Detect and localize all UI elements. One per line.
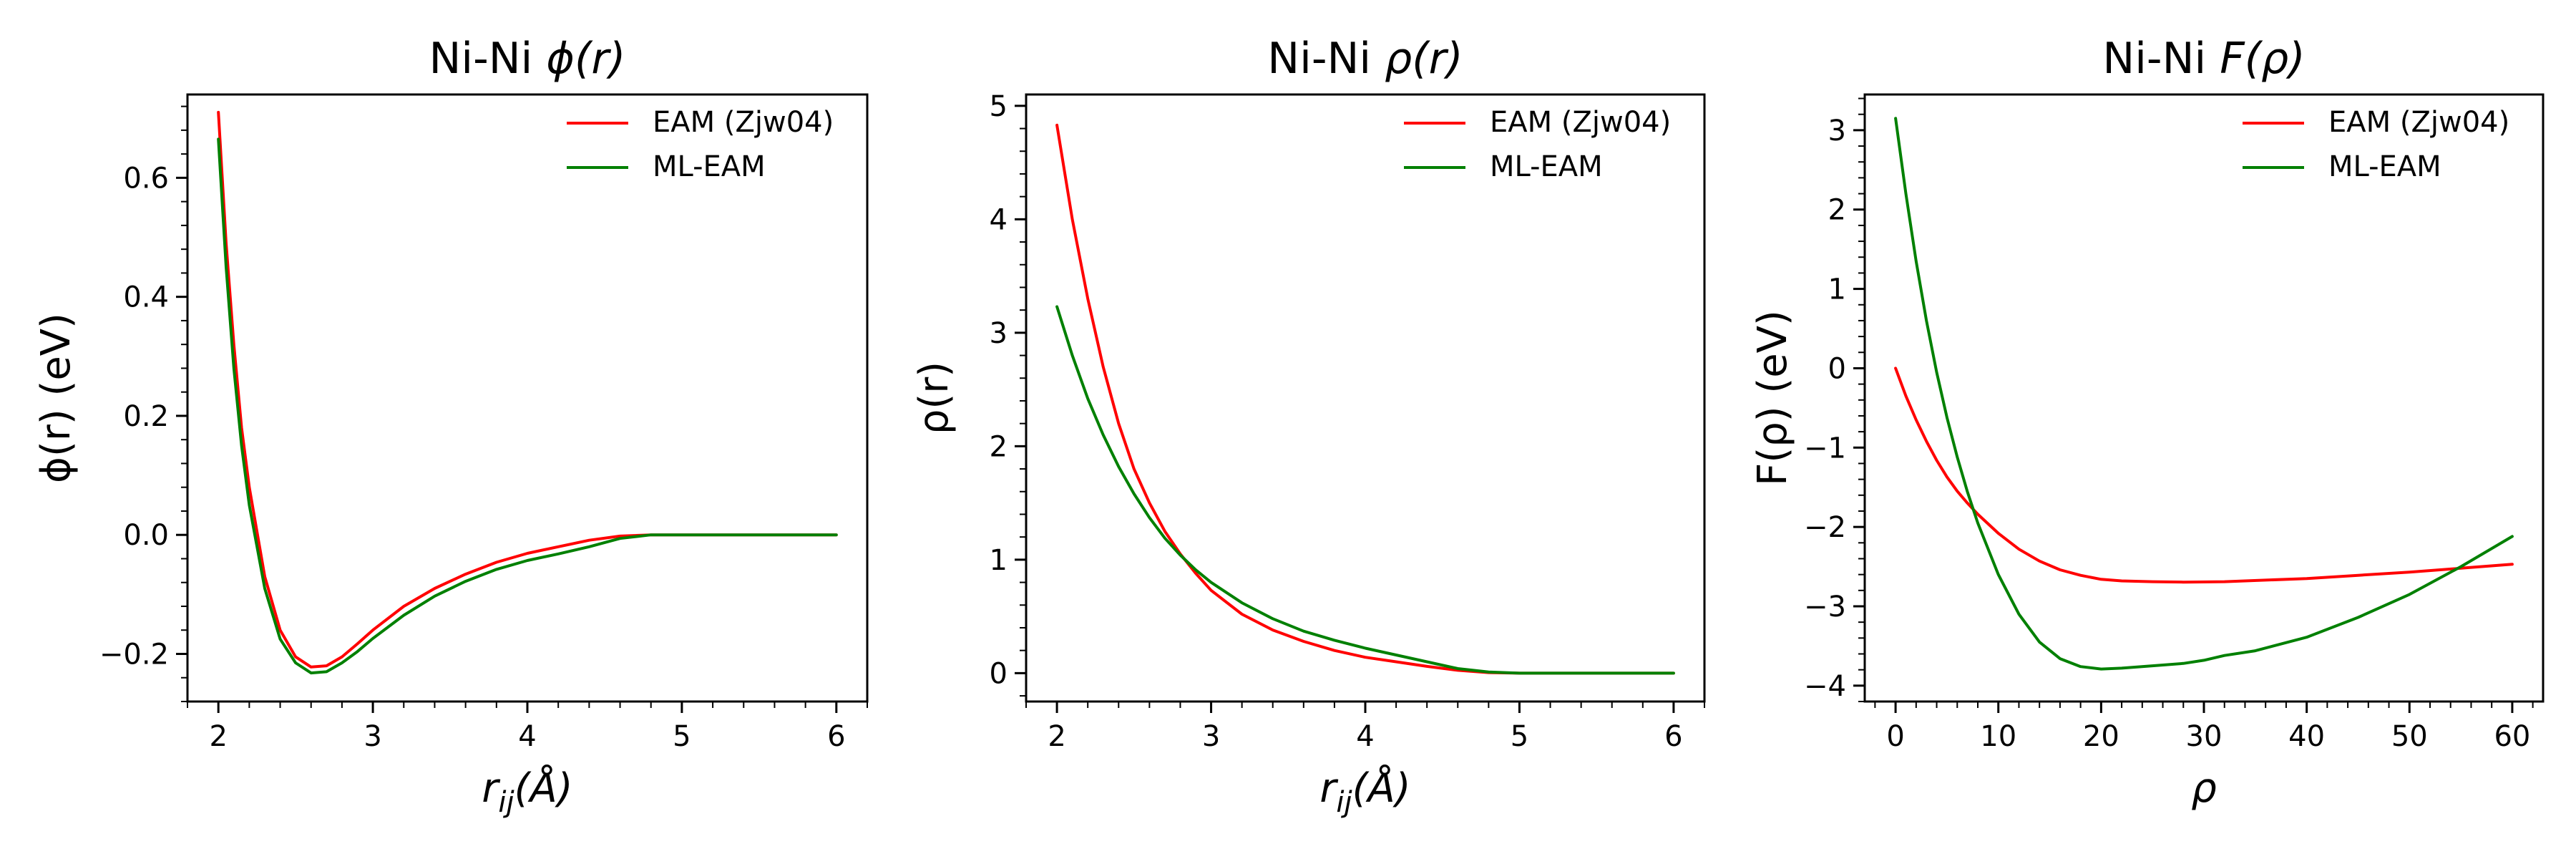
series-line-eam-zjw04 [1055, 123, 1675, 675]
x-axis-label: ρ [2191, 765, 2217, 812]
y-tick-label: 2 [1828, 194, 1846, 227]
chart-title-prefix: Ni-Ni [429, 34, 547, 84]
x-axis-label-main: ρ [2191, 765, 2217, 812]
y-tick-label: −3 [1804, 591, 1846, 623]
series-line-ml-eam [1894, 117, 2514, 671]
legend-label: ML-EAM [2328, 150, 2441, 183]
x-tick-label: 60 [2494, 720, 2530, 753]
series-line-eam-zjw04 [1894, 367, 2514, 584]
y-tick-label: 1 [990, 544, 1008, 577]
x-tick-label: 3 [364, 720, 381, 753]
chart-title-prefix: Ni-Ni [2102, 34, 2220, 84]
x-axis-label-suffix: (Å) [514, 765, 573, 812]
y-tick-label: 3 [1828, 115, 1846, 147]
y-tick-label: 0.0 [123, 519, 169, 552]
y-tick-label: 2 [990, 430, 1008, 463]
y-tick-label: 0 [990, 657, 1008, 690]
x-tick-label: 6 [1664, 720, 1682, 753]
chart-title: Ni-Ni ρ(r) [1267, 34, 1463, 84]
y-tick-label: 0.4 [123, 281, 169, 314]
x-tick-label: 5 [673, 720, 691, 753]
y-tick-label: 3 [990, 317, 1008, 350]
plot-frame [1863, 93, 2545, 703]
x-tick-label: 6 [827, 720, 845, 753]
x-tick-label: 50 [2391, 720, 2428, 753]
y-tick-label: 0.6 [123, 162, 169, 195]
x-tick-label: 0 [1886, 720, 1904, 753]
y-axis-label: F(ρ) (eV) [1750, 310, 1796, 486]
legend-label: ML-EAM [653, 150, 766, 183]
x-tick-label: 10 [1980, 720, 2016, 753]
panels: Ni-Ni ϕ(r)2 3 4 5 6−0.20.00.20.40.6rij(Å)ϕ(r… [33, 34, 2545, 819]
x-tick-label: 4 [1356, 720, 1374, 753]
x-axis-label-main: r [482, 765, 500, 812]
panel-1: Ni-Ni ϕ(r) 2 3 4 5 6 −0.2 0.0 0.2 0.4 0.6 rij(Å) ϕ(r… [33, 34, 869, 819]
y-axis-label: ϕ(r) (eV) [33, 313, 79, 483]
series-line-eam-zjw04 [217, 110, 838, 669]
y-tick-label: −1 [1804, 432, 1846, 465]
legend-label: ML-EAM [1490, 150, 1603, 183]
x-axis-label-sub: ij [1336, 786, 1352, 819]
series-line-ml-eam [1055, 305, 1675, 675]
x-axis-label: rij(Å) [482, 765, 572, 819]
x-tick-label: 20 [2083, 720, 2119, 753]
x-tick-label: 5 [1511, 720, 1528, 753]
legend-label: EAM (Zjw04) [653, 106, 834, 139]
x-tick-label: 2 [1048, 720, 1065, 753]
legend-label: EAM (Zjw04) [1490, 106, 1671, 139]
chart-title-prefix: Ni-Ni [1267, 34, 1385, 84]
series-line-ml-eam [217, 137, 838, 675]
x-tick-label: 4 [518, 720, 536, 753]
panel-2: Ni-Ni ρ(r) 2 3 4 5 6 0 1 2 3 4 5 rij(Å) ρ(r) EAM (Zjw0… [911, 34, 1706, 819]
y-tick-label: 5 [990, 90, 1008, 123]
plot-frame [1025, 93, 1706, 703]
y-tick-label: 0 [1828, 352, 1846, 385]
y-tick-label: 0.2 [123, 400, 169, 433]
chart-title: Ni-Ni F(ρ) [2102, 34, 2305, 84]
panel-3: Ni-Ni F(ρ) 0 10 20 30 40 50 60 −4 −3 −2 −1 0 1 2 3 ρ F(ρ)… [1750, 34, 2545, 812]
plot-frame [186, 93, 869, 703]
x-axis-label-sub: ij [498, 786, 514, 819]
y-tick-label: −2 [1804, 511, 1846, 544]
legend-label: EAM (Zjw04) [2328, 106, 2509, 139]
chart-title-symbol: F(ρ) [2220, 34, 2305, 84]
chart-title-symbol: ϕ(r) [546, 34, 625, 84]
x-tick-label: 3 [1202, 720, 1220, 753]
x-axis-label-main: r [1319, 765, 1338, 812]
y-tick-label: 4 [990, 203, 1008, 236]
y-tick-label: −0.2 [99, 638, 169, 671]
chart-title-symbol: ρ(r) [1385, 34, 1463, 84]
x-axis-label: rij(Å) [1319, 765, 1410, 819]
y-tick-label: 1 [1828, 273, 1846, 306]
x-axis-label-suffix: (Å) [1352, 765, 1411, 812]
x-tick-label: 40 [2288, 720, 2325, 753]
y-tick-label: −4 [1804, 670, 1846, 703]
x-tick-label: 30 [2186, 720, 2223, 753]
chart-title: Ni-Ni ϕ(r) [429, 34, 626, 84]
y-axis-label: ρ(r) [911, 361, 957, 435]
x-tick-label: 2 [209, 720, 227, 753]
